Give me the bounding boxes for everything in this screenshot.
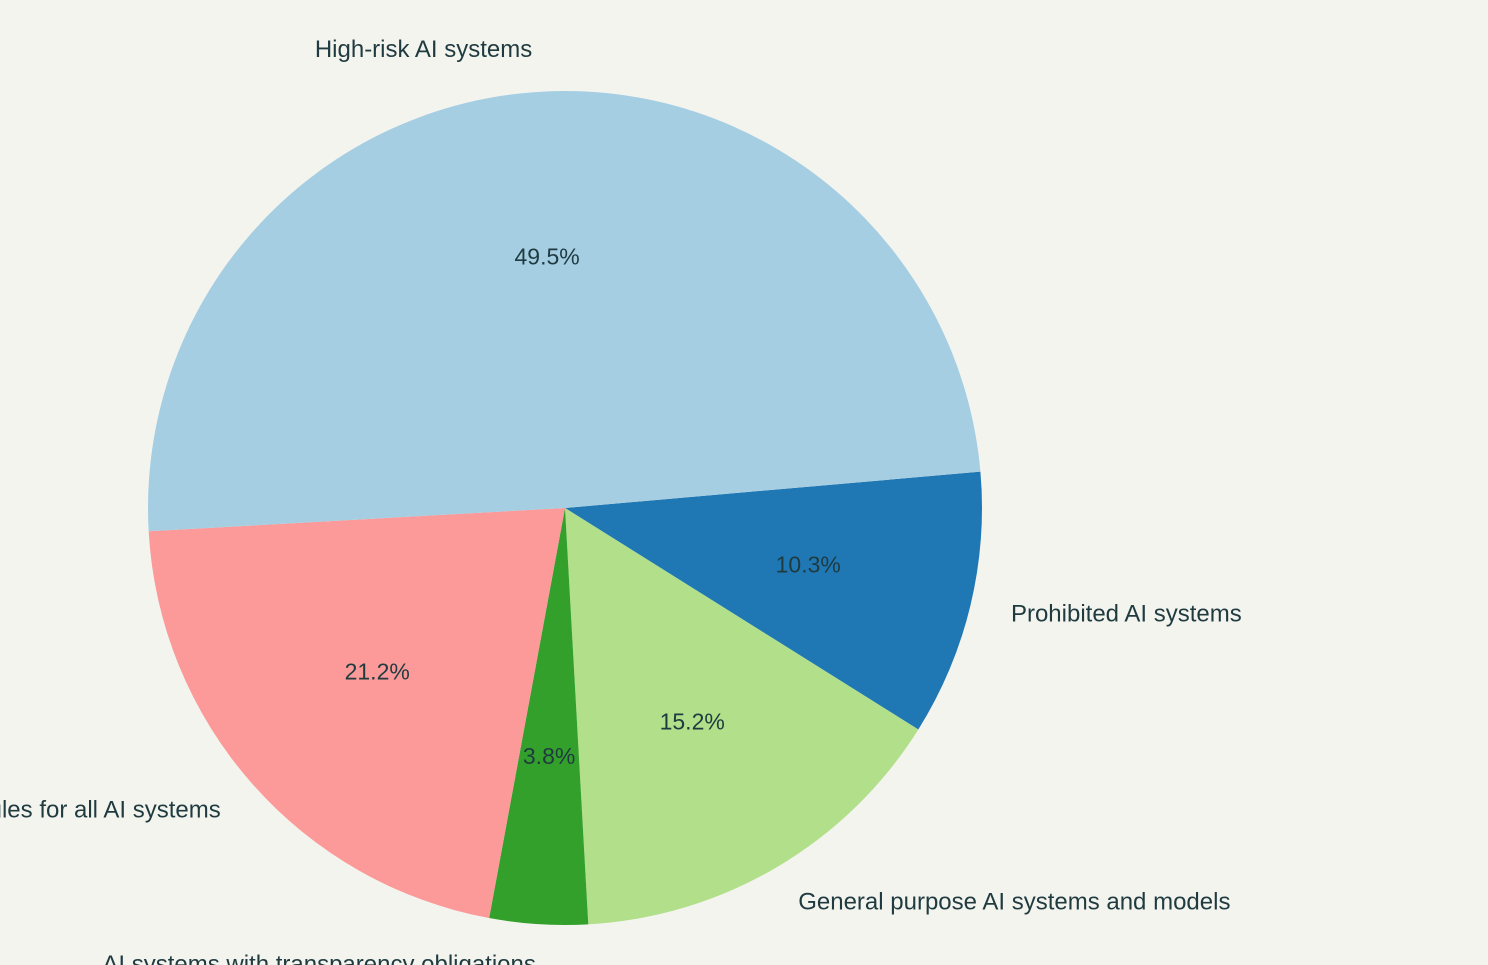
slice-common-rules-for-all-ai-systems: [148, 508, 565, 919]
category-label-ai-systems-with-transparency-obligations: AI systems with transparency obligations: [102, 951, 536, 965]
category-label-common-rules-for-all-ai-systems: Common rules for all AI systems: [0, 796, 221, 823]
category-label-high-risk-ai-systems: High-risk AI systems: [315, 36, 532, 63]
category-label-general-purpose-ai-systems-and-models: General purpose AI systems and models: [798, 888, 1230, 915]
category-labels: Prohibited AI systems General purpose AI …: [0, 36, 1242, 965]
slice-general-purpose-ai-systems-and-models: [565, 508, 919, 925]
pct-label-high-risk-ai-systems: 49.5%: [515, 244, 580, 270]
percentage-labels: 10.3% 15.2% 3.8% 21.2% 49.5%: [345, 244, 841, 769]
pct-label-ai-systems-with-transparency-obligations: 3.8%: [523, 743, 575, 769]
slice-ai-systems-with-transparency-obligations: [489, 508, 589, 926]
pct-label-prohibited-ai-systems: 10.3%: [776, 552, 841, 578]
category-label-prohibited-ai-systems: Prohibited AI systems: [1011, 601, 1242, 628]
pie-slices: [147, 90, 983, 926]
pct-label-general-purpose-ai-systems-and-models: 15.2%: [660, 709, 725, 735]
pct-label-common-rules-for-all-ai-systems: 21.2%: [345, 658, 410, 684]
slice-high-risk-ai-systems: [147, 90, 981, 532]
slice-prohibited-ai-systems: [565, 471, 983, 730]
